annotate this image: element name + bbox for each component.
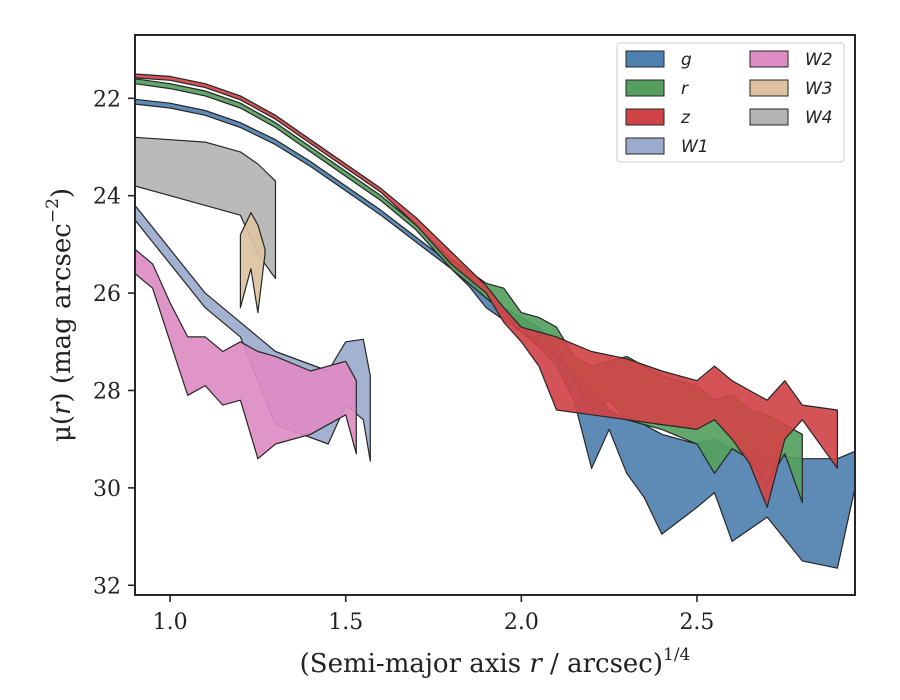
band-z (135, 73, 839, 508)
legend-label-z: z (680, 108, 691, 128)
legend-label-w4: W4 (805, 108, 833, 128)
legend-swatch-w3 (749, 79, 789, 97)
x-tick-label: 1.0 (153, 610, 188, 635)
legend-label-w3: W3 (805, 79, 833, 99)
legend-label-w1: W1 (681, 137, 709, 157)
y-tick-label: 22 (93, 87, 121, 112)
legend: grz W1 W2 W3 W4 (616, 42, 845, 163)
legend-label-g: g (681, 50, 692, 70)
x-axis: 1.0 1.5 2.0 2.5 (153, 595, 714, 635)
band-w2 (135, 248, 357, 460)
y-tick-label: 32 (93, 574, 121, 599)
x-axis-label: (Semi-major axis r / arcsec)1/4 (300, 645, 691, 679)
legend-swatch-w2 (749, 50, 789, 68)
y-axis-label: μ(r) (mag arcsec−2) (43, 188, 77, 442)
legend-swatch-w1 (625, 137, 665, 155)
x-tick-label: 2.0 (504, 610, 539, 635)
x-tick-label: 2.5 (679, 610, 714, 635)
legend-swatch-w4 (749, 108, 789, 126)
legend-label-w2: W2 (805, 50, 833, 70)
legend-swatch-g (625, 50, 665, 68)
x-tick-label: 1.5 (328, 610, 363, 635)
legend-label-r: r (681, 79, 689, 99)
legend-frame (616, 42, 845, 163)
plot-frame (134, 34, 856, 596)
y-axis: 22 24 26 28 30 32 (93, 87, 135, 599)
band-w3 (239, 212, 266, 314)
legend-swatch-r (625, 79, 665, 97)
y-tick-label: 30 (93, 477, 121, 502)
band-layer (135, 73, 855, 569)
y-tick-label: 24 (93, 185, 121, 210)
y-tick-label: 28 (93, 379, 121, 404)
y-tick-label: 26 (93, 282, 121, 307)
band-w4 (135, 136, 277, 280)
legend-swatch-z (625, 108, 665, 126)
